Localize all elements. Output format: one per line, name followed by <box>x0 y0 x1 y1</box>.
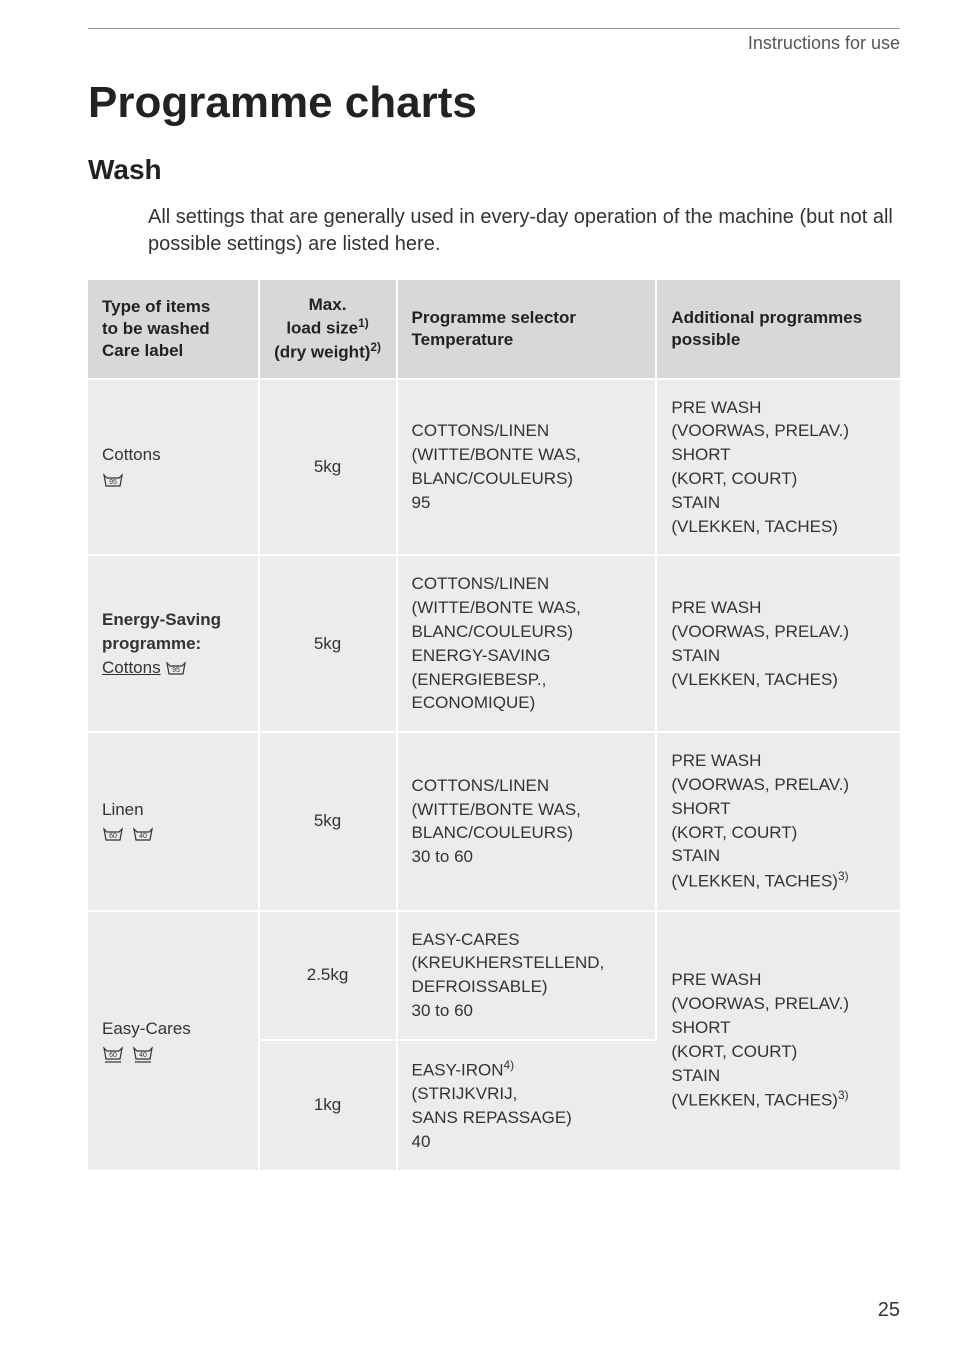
fabric-cell: Cottons95 <box>88 379 259 556</box>
programme-cell: COTTONS/LINEN(WITTE/BONTE WAS,BLANC/COUL… <box>397 732 657 910</box>
header-col3: Programme selector Temperature <box>397 280 657 379</box>
additional-cell: PRE WASH(VOORWAS, PRELAV.)STAIN(VLEKKEN,… <box>656 555 900 732</box>
care-label-icon: 95 <box>102 472 124 488</box>
care-label-icon: 95 <box>165 660 187 676</box>
svg-text:60: 60 <box>109 833 117 840</box>
programme-cell: COTTONS/LINEN(WITTE/BONTE WAS,BLANC/COUL… <box>397 555 657 732</box>
header-col4: Additional programmes possible <box>656 280 900 379</box>
care-label-icon: 60 <box>102 1045 124 1061</box>
additional-cell: PRE WASH(VOORWAS, PRELAV.)SHORT(KORT, CO… <box>656 732 900 910</box>
svg-text:95: 95 <box>109 479 117 486</box>
care-label-icon: 40 <box>132 1045 154 1061</box>
load-cell: 5kg <box>259 555 397 732</box>
fabric-cell: Easy-Cares60 40 <box>88 911 259 1170</box>
svg-text:40: 40 <box>139 833 147 840</box>
section-title: Wash <box>88 154 900 186</box>
svg-text:95: 95 <box>172 667 180 674</box>
fabric-cell: Energy-Savingprogramme:Cottons 95 <box>88 555 259 732</box>
additional-cell: PRE WASH(VOORWAS, PRELAV.)SHORT(KORT, CO… <box>656 379 900 556</box>
main-title: Programme charts <box>88 78 900 128</box>
fabric-cell: Linen60 40 <box>88 732 259 910</box>
additional-cell: PRE WASH(VOORWAS, PRELAV.)SHORT(KORT, CO… <box>656 911 900 1170</box>
load-cell: 1kg <box>259 1040 397 1170</box>
svg-text:60: 60 <box>109 1052 117 1059</box>
header-text: Instructions for use <box>88 33 900 54</box>
programme-cell: COTTONS/LINEN(WITTE/BONTE WAS,BLANC/COUL… <box>397 379 657 556</box>
care-label-icon: 60 <box>102 826 124 842</box>
programme-cell: EASY-IRON4)(STRIJKVRIJ,SANS REPASSAGE)40 <box>397 1040 657 1170</box>
programme-table: Type of items to be washed Care label Ma… <box>88 280 900 1170</box>
header-col2: Max. load size1) (dry weight)2) <box>259 280 397 379</box>
intro-text: All settings that are generally used in … <box>148 204 900 258</box>
page-number: 25 <box>878 1299 900 1322</box>
svg-text:40: 40 <box>139 1052 147 1059</box>
care-label-icon: 40 <box>132 826 154 842</box>
load-cell: 2.5kg <box>259 911 397 1040</box>
header-col1: Type of items to be washed Care label <box>88 280 259 379</box>
load-cell: 5kg <box>259 732 397 910</box>
load-cell: 5kg <box>259 379 397 556</box>
programme-cell: EASY-CARES(KREUKHERSTELLEND,DEFROISSABLE… <box>397 911 657 1040</box>
